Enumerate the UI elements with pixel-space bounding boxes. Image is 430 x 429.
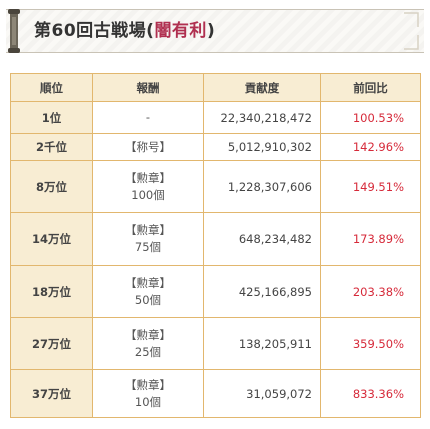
reward-label: 【勲章】 (125, 275, 171, 290)
ranking-table: 順位 報酬 貢献度 前回比 1位 - 22,340,218,472 100.53… (10, 73, 421, 418)
contribution-cell: 1,228,307,606 (203, 160, 321, 213)
table-row: 1位 - 22,340,218,472 100.53% (10, 101, 421, 134)
table-row: 27万位 【勲章】 25個 138,205,911 359.50% (10, 317, 421, 370)
table-row: 8万位 【勲章】 100個 1,228,307,606 149.51% (10, 160, 421, 213)
title-accent: 闇有利 (154, 21, 207, 41)
title-banner (6, 9, 424, 53)
reward-label: 【勲章】 (125, 377, 171, 392)
reward-cell: - (92, 101, 204, 134)
table-row: 2千位 【称号】 5,012,910,302 142.96% (10, 133, 421, 161)
ratio-cell: 142.96% (320, 133, 421, 161)
table-row: 14万位 【勲章】 75個 648,234,482 173.89% (10, 212, 421, 266)
rank-cell: 27万位 (10, 317, 93, 370)
contribution-cell: 5,012,910,302 (203, 133, 321, 161)
corner-decoration-icon (404, 12, 419, 50)
reward-label: 【勲章】 (125, 170, 171, 185)
reward-label: - (145, 110, 151, 124)
reward-cell: 【勲章】 100個 (92, 160, 204, 213)
title-prefix: 第60回古戦場( (34, 21, 155, 41)
contribution-cell: 425,166,895 (203, 265, 321, 318)
contribution-cell: 648,234,482 (203, 212, 321, 266)
reward-cell: 【勲章】 50個 (92, 265, 204, 318)
rank-cell: 2千位 (10, 133, 93, 161)
rank-cell: 8万位 (10, 160, 93, 213)
reward-quantity: 50個 (134, 292, 162, 307)
ratio-cell: 149.51% (320, 160, 421, 213)
ratio-cell: 359.50% (320, 317, 421, 370)
rank-cell: 14万位 (10, 212, 93, 266)
rank-cell: 1位 (10, 101, 93, 134)
ratio-cell: 100.53% (320, 101, 421, 134)
header-ratio: 前回比 (320, 73, 421, 102)
contribution-cell: 31,059,072 (203, 369, 321, 418)
table-row: 37万位 【勲章】 10個 31,059,072 833.36% (10, 369, 421, 418)
ratio-cell: 203.38% (320, 265, 421, 318)
ratio-cell: 173.89% (320, 212, 421, 266)
ratio-cell: 833.36% (320, 369, 421, 418)
contribution-cell: 22,340,218,472 (203, 101, 321, 134)
title-suffix: ) (206, 21, 216, 41)
rank-cell: 18万位 (10, 265, 93, 318)
table-header-row: 順位 報酬 貢献度 前回比 (10, 73, 421, 102)
header-reward: 報酬 (92, 73, 204, 102)
contribution-cell: 138,205,911 (203, 317, 321, 370)
reward-label: 【勲章】 (125, 223, 171, 237)
reward-cell: 【称号】 (92, 133, 204, 161)
reward-cell: 【勲章】 25個 (92, 317, 204, 370)
reward-quantity: 100個 (131, 187, 165, 202)
reward-label: 【勲章】 (125, 327, 171, 342)
reward-label: 【称号】 (125, 139, 171, 154)
rank-cell: 37万位 (10, 369, 93, 418)
reward-quantity: 75個 (134, 240, 162, 254)
scroll-ornament-icon (8, 9, 20, 53)
reward-cell: 【勲章】 75個 (92, 212, 204, 266)
reward-quantity: 10個 (134, 394, 162, 409)
table-row: 18万位 【勲章】 50個 425,166,895 203.38% (10, 265, 421, 318)
page-title: 第60回古戦場(闇有利) (34, 9, 215, 53)
reward-cell: 【勲章】 10個 (92, 369, 204, 418)
header-contribution: 貢献度 (203, 73, 321, 102)
header-rank: 順位 (10, 73, 93, 102)
reward-quantity: 25個 (134, 344, 162, 359)
